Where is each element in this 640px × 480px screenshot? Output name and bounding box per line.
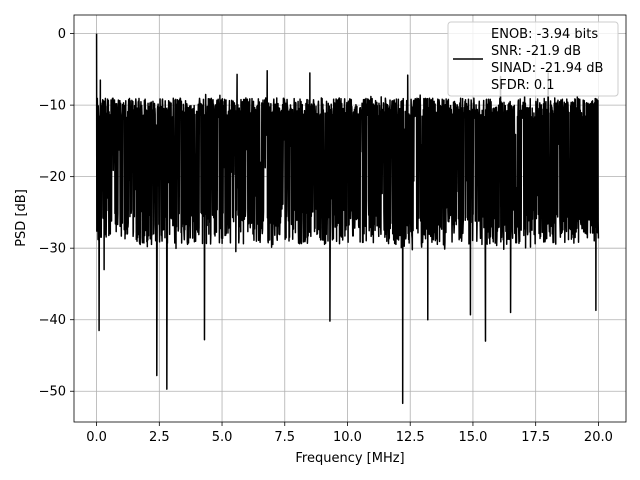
x-tick-label: 20.0 xyxy=(584,430,613,445)
x-tick-label: 0.0 xyxy=(86,430,107,445)
legend: ENOB: -3.94 bits SNR: -21.9 dB SINAD: -2… xyxy=(447,21,619,97)
legend-enob: ENOB: -3.94 bits xyxy=(491,27,598,42)
x-tick-label: 5.0 xyxy=(212,430,233,445)
legend-box xyxy=(447,21,619,97)
x-tick-label: 10.0 xyxy=(333,430,362,445)
x-tick-label: 17.5 xyxy=(521,430,550,445)
y-tick-label: −20 xyxy=(39,170,66,185)
plot-area xyxy=(95,33,600,405)
x-axis-ticks: 0.0 2.5 5.0 7.5 10.0 12.5 15.0 17.5 20.0 xyxy=(86,422,613,445)
y-axis-ticks: 0 −10 −20 −30 −40 −50 xyxy=(39,27,74,400)
y-tick-label: −40 xyxy=(39,313,66,328)
psd-series-line xyxy=(95,33,600,405)
legend-sinad: SINAD: -21.94 dB xyxy=(491,61,603,76)
y-axis-label: PSD [dB] xyxy=(14,189,29,247)
legend-snr: SNR: -21.9 dB xyxy=(491,44,581,59)
x-tick-label: 2.5 xyxy=(149,430,170,445)
x-tick-label: 15.0 xyxy=(458,430,487,445)
x-tick-label: 12.5 xyxy=(396,430,425,445)
plot-frame xyxy=(73,14,627,423)
x-axis-label: Frequency [MHz] xyxy=(295,451,404,466)
x-tick-label: 7.5 xyxy=(274,430,295,445)
legend-sfdr: SFDR: 0.1 xyxy=(491,78,555,93)
y-tick-label: −10 xyxy=(39,99,66,114)
y-tick-label: −30 xyxy=(39,242,66,257)
y-tick-label: −50 xyxy=(39,385,66,400)
y-tick-label: 0 xyxy=(58,27,66,42)
